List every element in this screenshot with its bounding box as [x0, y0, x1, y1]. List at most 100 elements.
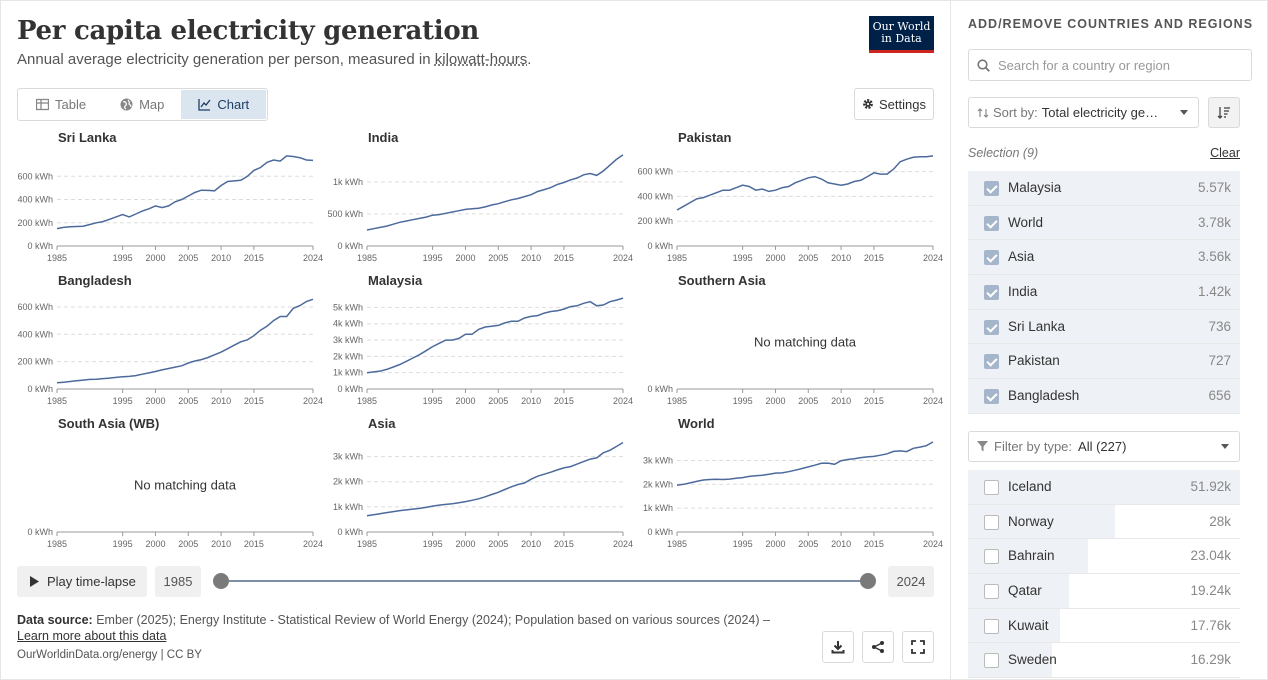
- footer-license[interactable]: OurWorldinData.org/energy | CC BY: [17, 649, 202, 661]
- selected-entity-row[interactable]: Pakistan 727: [968, 344, 1240, 380]
- owid-logo[interactable]: Our World in Data: [869, 16, 934, 53]
- y-tick-label: 3k kWh: [333, 335, 363, 345]
- available-entity-row[interactable]: Sweden 16.29k: [968, 643, 1240, 679]
- end-year-label[interactable]: 2024: [888, 566, 934, 597]
- checkbox[interactable]: [984, 354, 999, 370]
- chart-panel: Per capita electricity generation Annual…: [17, 16, 943, 663]
- x-tick-label: 2015: [244, 396, 264, 406]
- source-label: Data source:: [17, 613, 93, 627]
- x-tick-label: 2015: [244, 253, 264, 263]
- checkbox[interactable]: [984, 549, 999, 565]
- series-line: [56, 298, 314, 384]
- sort-label: Sort by:: [993, 105, 1038, 120]
- gear-icon: [863, 99, 873, 109]
- selected-entity-row[interactable]: India 1.42k: [968, 275, 1240, 310]
- sort-arrows-icon: [977, 107, 989, 118]
- x-tick-label: 1985: [667, 396, 687, 406]
- checkbox[interactable]: [984, 319, 999, 335]
- selected-entity-row[interactable]: Sri Lanka 736: [968, 309, 1240, 345]
- entity-value: 16.29k: [1190, 652, 1231, 668]
- kilowatt-hours-link[interactable]: kilowatt-hours: [434, 51, 528, 68]
- y-tick-label: 0 kWh: [647, 241, 673, 251]
- x-tick-label: 2005: [488, 396, 508, 406]
- x-tick-label: 2005: [178, 396, 198, 406]
- y-tick-label: 1k kWh: [643, 503, 673, 513]
- entity-value: 736: [1208, 318, 1231, 334]
- checkbox[interactable]: [984, 514, 999, 530]
- available-entity-row[interactable]: Qatar 19.24k: [968, 574, 1240, 609]
- chart-title: World: [678, 416, 715, 431]
- timeline-range: [221, 580, 868, 582]
- checkbox[interactable]: [984, 215, 999, 231]
- available-entity-row[interactable]: Norway 28k: [968, 504, 1240, 540]
- type-filter-dropdown[interactable]: Filter by type: All (227): [968, 431, 1240, 462]
- x-tick-label: 2024: [613, 539, 633, 549]
- x-tick-label: 2000: [455, 253, 475, 263]
- x-tick-label: 2005: [178, 253, 198, 263]
- sort-dropdown[interactable]: Sort by: Total electricity generation: [968, 97, 1199, 128]
- checkbox[interactable]: [984, 653, 999, 669]
- value-bar: [968, 205, 1240, 240]
- checkbox[interactable]: [984, 618, 999, 634]
- timeline-start-handle[interactable]: [213, 573, 229, 589]
- x-tick-label: 2024: [613, 253, 633, 263]
- entity-name: Asia: [1008, 249, 1035, 265]
- entity-value: 5.57k: [1197, 180, 1231, 195]
- y-tick-label: 0 kWh: [27, 527, 53, 537]
- timeline-end-handle[interactable]: [860, 573, 876, 589]
- entity-value: 51.92k: [1190, 479, 1231, 494]
- search-input[interactable]: [998, 57, 1238, 73]
- tab-chart-label: Chart: [217, 97, 250, 112]
- download-button[interactable]: [822, 631, 854, 663]
- tab-chart[interactable]: Chart: [181, 90, 267, 119]
- selected-entity-row[interactable]: Asia 3.56k: [968, 240, 1240, 276]
- entity-name: Sri Lanka: [1008, 318, 1066, 334]
- y-tick-label: 200 kWh: [17, 218, 53, 228]
- checkbox[interactable]: [984, 584, 999, 600]
- entity-value: 1.42k: [1197, 284, 1231, 300]
- selection-count: Selection (9): [968, 146, 1039, 160]
- x-tick-label: 2000: [145, 396, 165, 406]
- checkbox[interactable]: [984, 389, 999, 405]
- settings-button[interactable]: Settings: [854, 88, 934, 120]
- sort-order-button[interactable]: [1208, 97, 1240, 128]
- x-tick-label: 2024: [923, 539, 943, 549]
- available-entity-row[interactable]: Bahrain 23.04k: [968, 539, 1240, 575]
- x-tick-label: 1995: [423, 539, 443, 549]
- checkbox[interactable]: [984, 250, 999, 266]
- available-entities-list: Iceland 51.92k Norway 28k Bahrain 23.04k Qatar…: [968, 470, 1240, 679]
- available-entity-row[interactable]: Iceland 51.92k: [968, 470, 1240, 505]
- fullscreen-button[interactable]: [902, 631, 934, 663]
- selected-entity-row[interactable]: Malaysia 5.57k: [968, 171, 1240, 206]
- view-tabs: Table Map Chart: [17, 88, 269, 121]
- chart-title: Sri Lanka: [58, 130, 117, 145]
- line-chart-icon: [198, 99, 211, 111]
- available-entity-row[interactable]: Kuwait 17.76k: [968, 608, 1240, 644]
- x-tick-label: 2015: [244, 539, 264, 549]
- x-tick-label: 1995: [733, 539, 753, 549]
- entity-name: Sweden: [1008, 652, 1057, 668]
- tab-map[interactable]: Map: [103, 90, 181, 119]
- y-tick-label: 0 kWh: [27, 241, 53, 251]
- learn-more-link[interactable]: Learn more about this data: [17, 629, 167, 643]
- y-tick-label: 600 kWh: [637, 167, 673, 177]
- selected-entity-row[interactable]: World 3.78k: [968, 205, 1240, 241]
- x-tick-label: 2000: [455, 539, 475, 549]
- checkbox[interactable]: [984, 480, 999, 495]
- search-box[interactable]: [968, 49, 1252, 81]
- clear-selection-button[interactable]: Clear: [1210, 146, 1240, 160]
- entity-name: World: [1008, 214, 1044, 230]
- page-title: Per capita electricity generation: [17, 16, 479, 46]
- selected-entity-row[interactable]: Bangladesh 656: [968, 379, 1240, 414]
- y-tick-label: 0 kWh: [27, 384, 53, 394]
- value-bar: [968, 608, 1061, 643]
- x-tick-label: 2000: [455, 396, 475, 406]
- play-timelapse-button[interactable]: Play time-lapse: [17, 566, 147, 597]
- start-year-label[interactable]: 1985: [155, 566, 201, 597]
- share-button[interactable]: [862, 631, 894, 663]
- filter-icon: [977, 441, 988, 452]
- checkbox[interactable]: [984, 181, 999, 196]
- globe-icon: [120, 98, 133, 111]
- checkbox[interactable]: [984, 285, 999, 301]
- tab-table[interactable]: Table: [19, 90, 103, 119]
